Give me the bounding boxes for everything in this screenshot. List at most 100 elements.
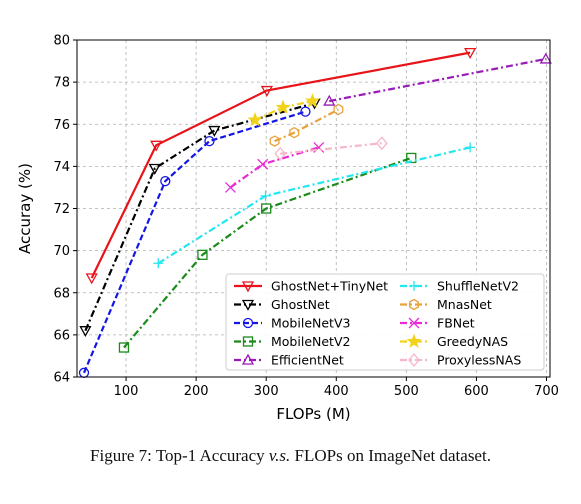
- series-shufflenetv2: [153, 142, 476, 269]
- data-point-ghostnet-tinynet: [150, 140, 163, 152]
- series-layer: [78, 47, 552, 378]
- caption-prefix: Figure 7: Top-1 Accuracy: [90, 446, 269, 465]
- legend-box: [225, 273, 545, 371]
- legend-label: MobileNetV3: [271, 316, 350, 331]
- data-point-proxylessnas: [375, 136, 388, 151]
- data-point-ghostnet-tinynet: [260, 85, 274, 97]
- data-point-efficientnet: [539, 52, 552, 64]
- legend-item-ghostnet: GhostNet: [234, 297, 330, 312]
- legend-marker: [406, 333, 422, 348]
- data-point-mobilenetv3: [204, 135, 215, 147]
- legend-item-efficientnet: EfficientNet: [234, 353, 344, 368]
- x-tick-label: 600: [464, 384, 489, 399]
- plot-frame: [76, 39, 551, 378]
- caption-vs: v.s.: [268, 446, 291, 465]
- legend-marker: [408, 317, 420, 329]
- series-efficientnet: [323, 52, 552, 106]
- series-line-fbnet: [229, 146, 320, 189]
- series-mnasnet: [269, 103, 344, 147]
- legend-item-ghostnet-tinynet: GhostNet+TinyNet: [234, 279, 388, 294]
- legend-item-greedynas: GreedyNAS: [400, 333, 508, 349]
- legend: GhostNet+TinyNet GhostNet MobileNetV3 Mobil…: [225, 273, 545, 371]
- data-point-ghostnet: [148, 163, 161, 175]
- legend-marker: [409, 281, 419, 291]
- legend-item-shufflenetv2: ShuffleNetV2: [400, 279, 519, 294]
- data-point-mnasnet: [333, 103, 344, 116]
- y-tick-label: 70: [53, 244, 70, 259]
- series-line-ghostnet-tinynet: [90, 51, 471, 279]
- legend-item-mobilenetv2: MobileNetV2: [234, 334, 350, 349]
- data-point-ghostnet-tinynet: [85, 273, 98, 285]
- series-line-mnasnet: [274, 108, 339, 143]
- y-tick-label: 68: [53, 286, 70, 301]
- y-tick-label: 72: [53, 202, 70, 217]
- x-axis-ticks: 100 200 300 400 500 600 700: [114, 377, 559, 399]
- legend-label: FBNet: [437, 316, 475, 331]
- data-point-shufflenetv2: [260, 190, 271, 201]
- legend-marker: [408, 352, 420, 368]
- series-line-ghostnet: [84, 102, 315, 332]
- data-point-mobilenetv3: [160, 175, 171, 187]
- legend-label: EfficientNet: [271, 353, 344, 368]
- y-tick-label: 80: [53, 34, 70, 49]
- series-ghostnet-tinynet: [85, 47, 477, 285]
- x-tick-label: 500: [394, 384, 419, 399]
- legend-marker: [242, 336, 254, 347]
- legend-label: GhostNet: [271, 297, 330, 312]
- legend-label: GhostNet+TinyNet: [271, 279, 388, 294]
- y-tick-label: 66: [53, 328, 70, 343]
- data-point-greedynas: [247, 112, 263, 127]
- caption-suffix: FLOPs on ImageNet dataset.: [290, 446, 491, 465]
- series-greedynas: [247, 93, 320, 127]
- x-tick-label: 400: [324, 384, 349, 399]
- data-point-mobilenetv2: [261, 203, 272, 214]
- x-tick-label: 700: [534, 384, 559, 399]
- data-point-proxylessnas: [274, 146, 287, 161]
- legend-item-mnasnet: MnasNet: [400, 297, 492, 312]
- legend-item-proxylessnas: ProxylessNAS: [400, 353, 521, 368]
- legend-marker: [241, 353, 255, 365]
- legend-marker: [409, 298, 419, 311]
- x-tick-label: 100: [114, 384, 139, 399]
- y-axis-ticks: 64 66 68 70 72 74 76 78 80: [53, 34, 77, 386]
- data-point-mobilenetv2: [197, 249, 208, 260]
- x-axis-label: FLOPs (M): [276, 405, 350, 423]
- y-tick-label: 78: [53, 76, 70, 91]
- series-proxylessnas: [274, 136, 388, 161]
- data-point-mobilenetv2: [118, 342, 130, 353]
- x-tick-label: 200: [184, 384, 209, 399]
- series-line-proxylessnas: [280, 142, 382, 155]
- data-point-mnasnet: [289, 126, 300, 139]
- data-point-fbnet: [257, 158, 269, 170]
- accuracy-flops-chart: 100 200 300 400 500 600 700 64 66 68 70 72 74 76 78 80…: [16, 34, 559, 424]
- y-tick-label: 76: [53, 118, 70, 133]
- series-line-mobilenetv3: [82, 110, 306, 374]
- legend-label: GreedyNAS: [437, 334, 508, 349]
- data-point-ghostnet: [79, 326, 92, 338]
- legend-marker: [241, 281, 255, 293]
- data-point-ghostnet: [208, 125, 221, 137]
- legend-label: MnasNet: [437, 297, 492, 312]
- y-tick-label: 64: [53, 371, 70, 386]
- series-mobilenetv2: [118, 152, 417, 353]
- y-tick-label: 74: [53, 160, 70, 175]
- data-point-efficientnet: [323, 94, 336, 106]
- legend-label: MobileNetV2: [271, 334, 350, 349]
- series-line-efficientnet: [329, 57, 547, 103]
- data-point-mobilenetv3: [300, 106, 311, 117]
- legend-label: ProxylessNAS: [437, 353, 521, 368]
- data-point-shufflenetv2: [153, 258, 164, 269]
- legend-item-mobilenetv3: MobileNetV3: [234, 316, 350, 331]
- figure-caption: Figure 7: Top-1 Accuracy v.s. FLOPs on I…: [0, 446, 581, 466]
- series-line-mobilenetv2: [123, 156, 412, 349]
- data-point-greedynas: [304, 93, 320, 108]
- legend-marker: [241, 299, 255, 311]
- legend-label: ShuffleNetV2: [437, 279, 519, 294]
- data-point-fbnet: [225, 181, 236, 193]
- x-tick-label: 300: [254, 384, 279, 399]
- legend-item-fbnet: FBNet: [400, 316, 475, 331]
- legend-marker: [242, 317, 254, 329]
- data-point-shufflenetv2: [465, 142, 476, 153]
- data-point-mnasnet: [269, 135, 280, 147]
- data-point-ghostnet-tinynet: [464, 47, 477, 59]
